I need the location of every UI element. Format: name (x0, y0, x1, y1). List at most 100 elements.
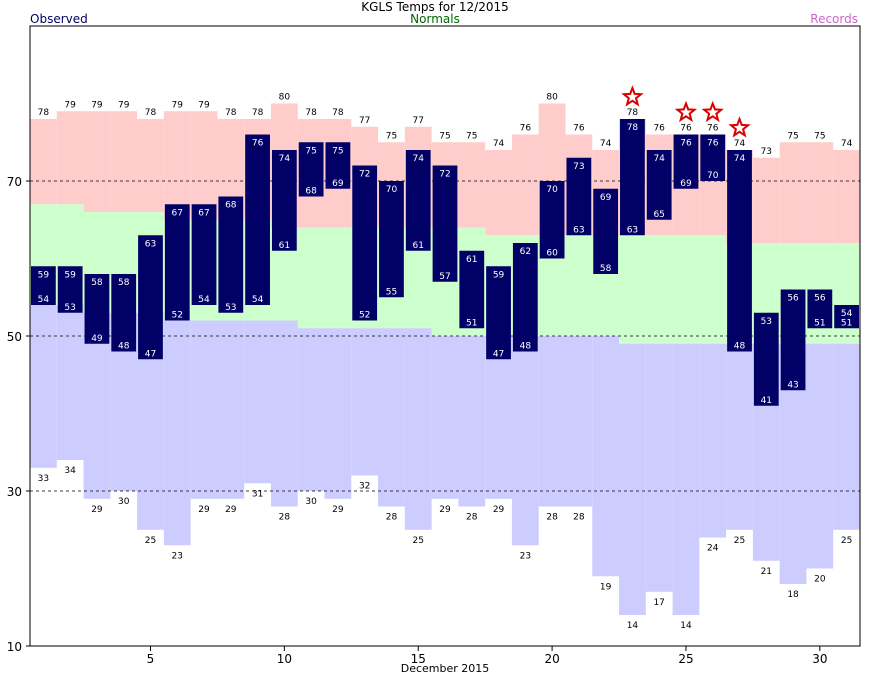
record-high-band (833, 150, 860, 243)
record-low-label: 28 (386, 513, 398, 523)
observed-low-label: 48 (520, 342, 532, 352)
normal-range-band (672, 235, 700, 344)
observed-high-label: 74 (412, 154, 424, 164)
observed-bar (31, 266, 56, 305)
record-low-label: 25 (734, 536, 745, 546)
observed-high-label: 74 (653, 154, 665, 164)
observed-bar (673, 134, 699, 189)
observed-high-label: 74 (279, 154, 291, 164)
record-high-label: 76 (520, 124, 532, 134)
record-low-band (378, 328, 405, 507)
observed-bar (646, 150, 672, 220)
record-low-band (726, 343, 753, 530)
record-low-band (592, 336, 620, 577)
observed-low-label: 48 (734, 342, 746, 352)
record-low-label: 28 (546, 513, 558, 523)
observed-bar (486, 266, 511, 360)
record-high-label: 74 (841, 139, 853, 149)
record-high-label: 78 (252, 108, 264, 118)
record-high-label: 79 (118, 100, 130, 110)
record-low-label: 25 (145, 536, 156, 546)
record-low-band (833, 343, 860, 530)
record-low-label: 30 (118, 497, 130, 507)
record-high-label: 75 (814, 131, 825, 141)
normal-range-band (619, 235, 646, 344)
record-low-band (565, 336, 593, 507)
observed-low-label: 58 (600, 264, 612, 274)
observed-bar (807, 289, 833, 329)
record-high-label: 76 (707, 124, 719, 134)
observed-bar (84, 274, 110, 344)
observed-bar (432, 165, 458, 282)
observed-high-label: 72 (439, 170, 450, 180)
observed-low-label: 61 (279, 241, 290, 251)
observed-low-label: 54 (198, 295, 210, 305)
observed-low-label: 52 (359, 311, 370, 321)
record-high-band (806, 142, 834, 243)
record-low-band (619, 343, 646, 615)
observed-bar (379, 181, 404, 298)
record-high-band (83, 111, 111, 212)
observed-high-label: 54 (841, 309, 853, 319)
record-star-icon (728, 116, 751, 138)
record-high-label: 79 (172, 100, 184, 110)
observed-bar (593, 188, 619, 274)
observed-low-label: 54 (252, 295, 264, 305)
record-high-label: 74 (493, 139, 505, 149)
observed-low-label: 51 (814, 318, 825, 328)
observed-bar (138, 235, 163, 360)
observed-bar (191, 204, 217, 305)
record-low-label: 29 (332, 505, 344, 515)
record-low-band (538, 336, 566, 507)
observed-high-label: 68 (225, 201, 237, 211)
observed-low-label: 43 (787, 380, 798, 390)
record-high-band (458, 142, 486, 228)
observed-high-label: 59 (64, 270, 76, 280)
record-high-label: 79 (91, 100, 103, 110)
x-tick-label: 30 (812, 652, 827, 666)
observed-low-label: 68 (305, 187, 317, 197)
observed-high-label: 76 (252, 139, 264, 149)
record-low-label: 23 (172, 551, 183, 561)
record-low-band (458, 336, 486, 507)
record-low-band (511, 336, 539, 546)
observed-bar (727, 150, 752, 352)
record-low-band (297, 328, 325, 491)
record-high-label: 75 (466, 131, 477, 141)
record-low-band (699, 343, 727, 538)
record-high-band (779, 142, 807, 243)
x-axis-label: December 2015 (401, 662, 490, 675)
x-tick-label: 15 (411, 652, 426, 666)
record-low-label: 21 (761, 567, 772, 577)
record-star-icon (674, 100, 698, 123)
observed-bar (834, 305, 859, 329)
record-low-label: 30 (305, 497, 317, 507)
observed-bar (164, 204, 190, 321)
record-low-band (217, 320, 245, 499)
record-high-label: 78 (38, 108, 50, 118)
record-high-label: 76 (680, 124, 692, 134)
observed-high-label: 70 (546, 185, 558, 195)
observed-low-label: 51 (841, 318, 852, 328)
record-low-band (672, 343, 700, 615)
record-low-label: 29 (439, 505, 451, 515)
record-low-band (163, 320, 191, 546)
record-low-band (806, 343, 834, 569)
record-low-band (431, 336, 459, 499)
observed-low-label: 47 (493, 349, 504, 359)
record-high-band (511, 134, 539, 236)
record-high-band (190, 111, 218, 220)
normal-range-band (699, 235, 727, 344)
observed-bar (218, 196, 244, 313)
record-low-label: 23 (520, 551, 531, 561)
observed-high-label: 73 (573, 162, 584, 172)
observed-bar (405, 150, 431, 251)
legend-records: Records (810, 12, 858, 26)
record-high-band (56, 111, 84, 205)
observed-high-label: 53 (761, 317, 772, 327)
record-high-band (163, 111, 191, 220)
observed-bar (352, 165, 378, 321)
x-tick-label: 5 (147, 652, 155, 666)
observed-low-label: 41 (761, 396, 772, 406)
record-high-band (485, 150, 512, 236)
